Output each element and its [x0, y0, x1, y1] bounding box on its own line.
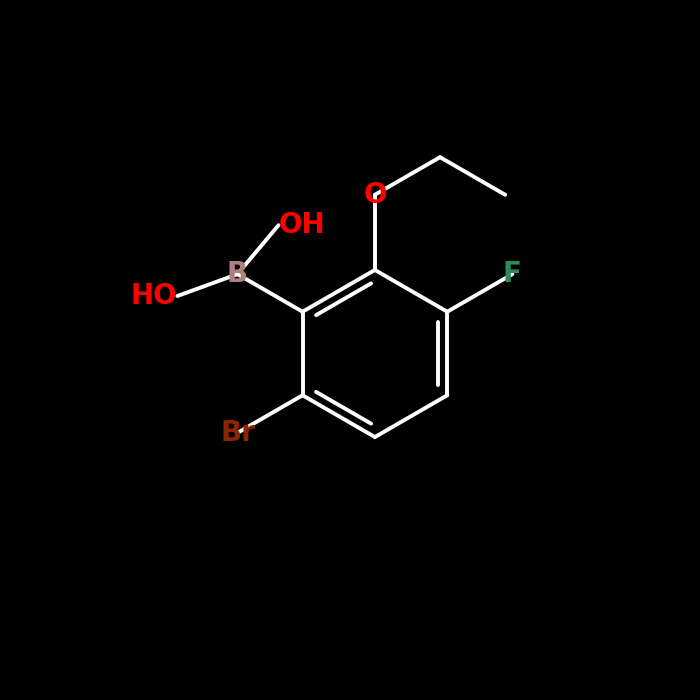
Text: HO: HO [131, 282, 177, 310]
Text: B: B [227, 260, 248, 288]
Text: F: F [503, 260, 522, 288]
Text: Br: Br [220, 419, 255, 447]
Text: O: O [363, 181, 386, 209]
Text: OH: OH [279, 211, 326, 239]
